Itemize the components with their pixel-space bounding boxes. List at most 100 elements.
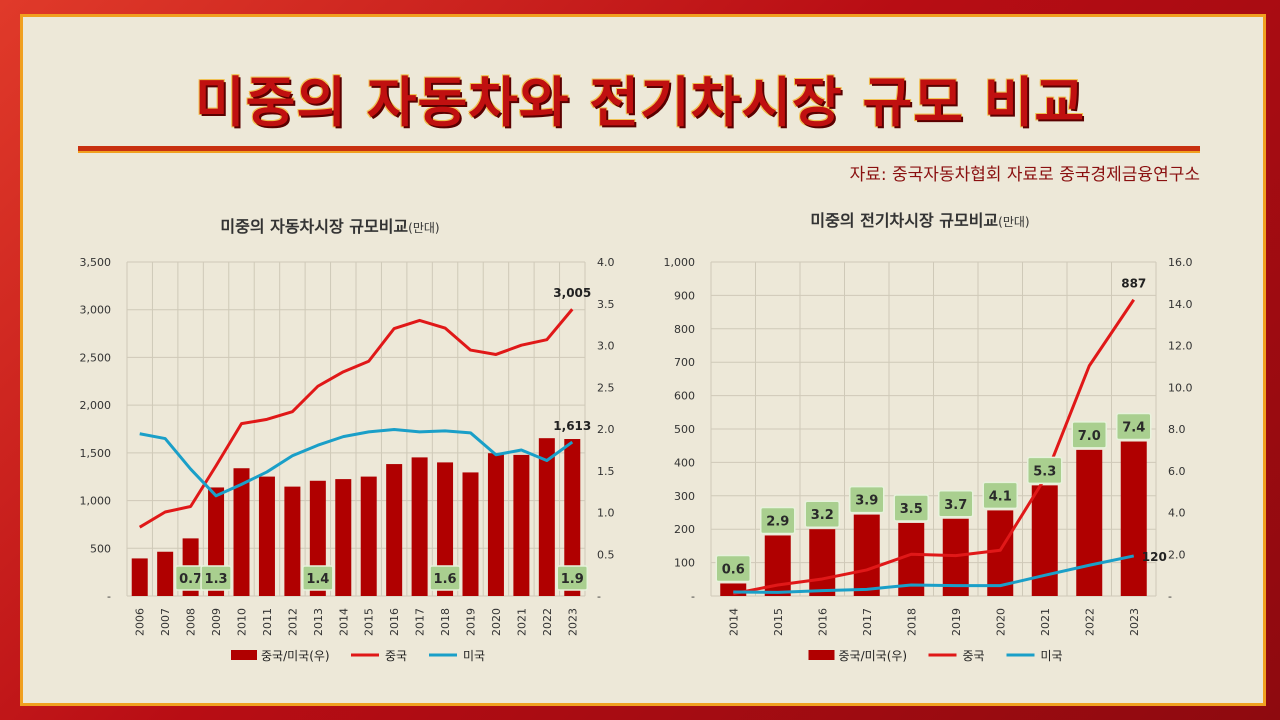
legend-label: 중국/미국(우) [261,649,330,663]
bar-label-box [804,500,840,528]
line-series-미국 [733,554,1135,594]
bar-label-text: 3.9 [855,494,878,509]
legend-swatch-bar [808,650,835,660]
bar-label-2016: 3.2 [804,500,840,528]
x-axis-label-2017: 2017 [861,608,874,636]
bar-label-2020: 4.1 [982,481,1018,510]
bar-2022 [538,438,555,596]
bar-label-box [200,565,232,591]
left-axis-tick-label: 3,500 [80,256,112,269]
x-axis-label-2009: 2009 [210,608,223,636]
x-axis-label-2017: 2017 [414,608,427,636]
bar-2015 [360,476,377,596]
left-axis-tick-label: 100 [674,557,695,570]
ev-market-chart: 미중의 전기차시장 규모비교(만대) - 100 200 300 400 500 600 700… [664,211,1193,663]
chart-title-unit: (만대) [408,221,439,235]
line-series-중국 [138,308,574,529]
right-axis-tick-label: 8.0 [1168,423,1186,436]
x-axis-label-2023: 2023 [566,608,579,636]
chart-title-main: 미중의 전기차시장 규모비교 [810,211,998,230]
left-axis-tick-label: 500 [674,423,695,436]
right-axis-tick-label: 1.5 [597,465,615,478]
bar-label-text: 3.7 [944,498,967,513]
right-axis-tick-label: 4.0 [597,256,615,269]
chart-title-main: 미중의 자동차시장 규모비교 [220,217,408,236]
chart-title: 미중의 자동차시장 규모비교(만대) [220,217,439,236]
bar-2006 [131,558,148,596]
x-axis-label-2016: 2016 [816,608,829,636]
x-axis-label-2015: 2015 [363,608,376,636]
bar-label-box [760,506,796,535]
bar-label-text: 1.3 [205,572,228,587]
left-axis-tick-label: 1,000 [80,495,112,508]
bar-label-text: 0.6 [722,562,745,577]
legend: 중국/미국(우) 중국 미국 [808,649,1063,663]
bar-label-2018: 3.5 [893,494,929,522]
bar-2012 [284,486,301,596]
bar-label-text: 7.0 [1078,429,1101,444]
bar-2014 [720,583,747,596]
right-axis-tick-label: 2.0 [597,423,615,436]
bar-2019 [462,472,479,596]
bar-label-2022: 7.0 [1071,421,1107,449]
bar-label-text: 3.2 [811,508,834,523]
chart-title-unit: (만대) [998,215,1029,229]
x-axis-label-2013: 2013 [312,608,325,636]
left-axis-tick-label: 1,500 [80,447,112,460]
bar-label-2018: 1.6 [429,565,461,591]
left-axis-tick-label: 800 [674,323,695,336]
car-market-chart: 미중의 자동차시장 규모비교(만대) - 500 1,000 1,500 2,000 2,5… [80,217,615,663]
bar-2019 [942,518,969,596]
left-axis-tick-label: 500 [90,542,111,555]
right-axis-tick-label: 14.0 [1168,298,1193,311]
bar-label-text: 0.7 [179,572,202,587]
page-title: 미중의 자동차와 전기차시장 규모 비교 [194,71,1086,134]
bar-2023 [564,439,581,596]
bar-label-box [556,565,589,591]
bar-label-text: 1.4 [306,572,329,587]
left-axis-tick-label: 300 [674,490,695,503]
right-axis-tick-label: 0.5 [597,548,615,561]
x-axis-label-2016: 2016 [388,608,401,636]
right-axis-tick-label: - [1168,590,1172,603]
x-axis-label-2014: 2014 [727,608,740,636]
left-axis-tick-label: 400 [674,456,695,469]
right-axis-tick-label: 16.0 [1168,256,1193,269]
left-axis-tick-label: - [691,590,695,603]
bar-label-2013: 1.4 [302,565,334,591]
bar-2020 [987,510,1014,596]
bar-label-box [1116,412,1152,441]
bar-label-text: 7.4 [1122,421,1145,436]
x-axis-label-2012: 2012 [286,608,299,636]
x-axis-label-2021: 2021 [1039,608,1052,636]
line-series-미국 [139,427,574,498]
legend-label: 중국 [385,649,407,663]
right-axis-tick-label: 4.0 [1168,507,1186,520]
source-note: 자료: 중국자동차협회 자료로 중국경제금융연구소 [849,165,1200,185]
point-label-중국: 3,005 [553,286,591,300]
left-axis-tick-label: 700 [674,356,695,369]
bar-2018 [437,462,454,596]
left-axis-tick-label: 900 [674,289,695,302]
legend: 중국/미국(우) 중국 미국 [231,649,485,663]
left-axis-tick-label: 2,500 [80,351,112,364]
bar-label-box [302,565,334,591]
title-divider [78,146,1200,153]
bar-label-box [715,554,751,583]
bar-2014 [335,479,352,596]
right-axis-tick-label: 12.0 [1168,340,1193,353]
legend-label: 미국 [1041,649,1063,663]
x-axis-label-2020: 2020 [490,608,503,636]
bar-2022 [1076,449,1103,596]
bar-2016 [386,464,403,596]
bar-label-text: 3.5 [900,502,923,517]
bar-2017 [853,514,880,596]
x-axis-label-2021: 2021 [515,608,528,636]
bar-label-2008: 0.7 [174,565,207,591]
bar-2021 [1031,485,1058,596]
point-label-중국: 887 [1121,277,1146,291]
bar-label-2019: 3.7 [938,490,974,518]
bar-label-box [982,481,1018,510]
bar-2010 [233,468,250,596]
x-axis-label-2007: 2007 [159,608,172,636]
